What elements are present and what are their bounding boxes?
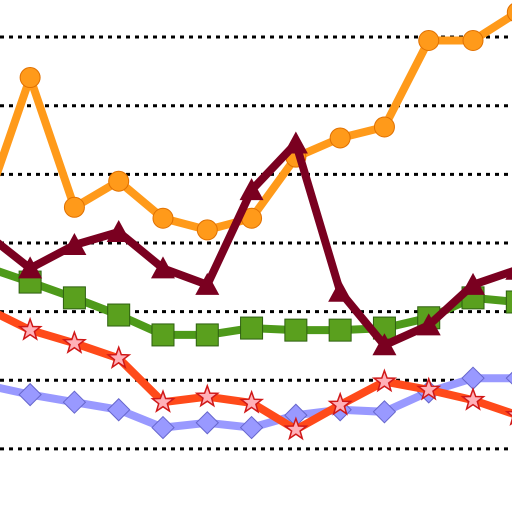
marker	[63, 196, 85, 218]
marker	[150, 389, 176, 413]
marker	[106, 345, 132, 369]
marker	[19, 67, 41, 89]
marker	[505, 371, 512, 385]
marker	[328, 279, 353, 302]
marker	[416, 376, 442, 401]
marker	[151, 415, 175, 440]
marker	[152, 207, 174, 229]
marker	[240, 316, 264, 340]
marker	[108, 170, 130, 192]
marker	[106, 219, 131, 242]
marker	[151, 323, 175, 347]
marker	[416, 313, 441, 336]
marker	[506, 3, 512, 22]
marker	[239, 415, 264, 440]
marker	[62, 390, 87, 414]
marker	[195, 272, 220, 295]
marker	[194, 383, 220, 408]
marker	[284, 318, 308, 342]
marker	[239, 389, 265, 414]
marker	[505, 267, 512, 280]
marker	[461, 366, 485, 390]
marker	[372, 333, 397, 356]
marker	[418, 29, 440, 51]
marker	[17, 316, 43, 341]
marker	[328, 318, 352, 342]
marker	[461, 272, 486, 295]
marker	[150, 256, 175, 279]
series	[0, 310, 512, 441]
marker	[504, 410, 512, 426]
marker	[239, 178, 264, 201]
marker	[373, 116, 395, 138]
marker	[283, 416, 309, 441]
marker	[371, 368, 398, 393]
marker	[18, 382, 42, 407]
marker	[505, 290, 512, 314]
marker	[329, 127, 351, 149]
marker	[195, 323, 219, 347]
marker	[460, 386, 486, 411]
marker	[62, 233, 87, 256]
plot-area	[0, 3, 512, 441]
series	[0, 131, 512, 356]
marker	[195, 411, 219, 435]
marker	[61, 330, 87, 354]
marker	[62, 286, 86, 310]
marker	[327, 391, 353, 416]
marker	[18, 256, 43, 279]
marker	[372, 400, 397, 424]
marker	[283, 131, 308, 154]
marker	[106, 398, 131, 422]
marker	[462, 29, 484, 51]
marker	[107, 303, 131, 327]
marker	[196, 219, 218, 241]
